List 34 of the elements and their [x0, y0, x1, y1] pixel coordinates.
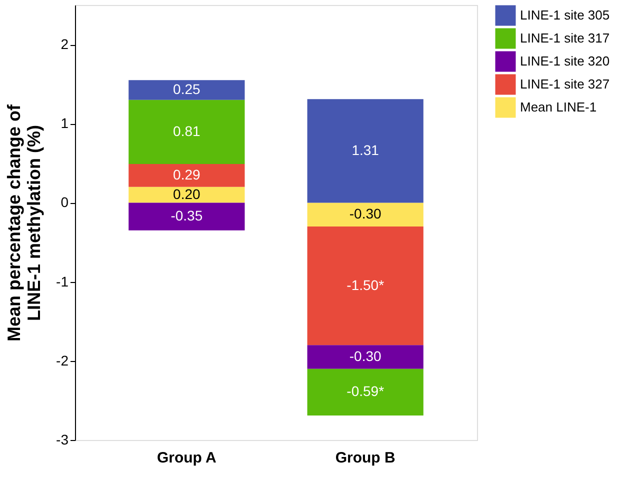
bar — [128, 186, 245, 203]
x-tick-label: Group A — [156, 450, 217, 466]
bar — [128, 80, 245, 100]
y-tick-label: 2 — [60, 36, 69, 52]
bar — [128, 100, 245, 164]
legend-label: LINE-1 site 305 — [520, 8, 610, 22]
y-tick-label: -3 — [56, 432, 69, 448]
bar — [307, 202, 424, 226]
y-tick-label: 1 — [60, 115, 69, 132]
bar — [307, 368, 424, 416]
legend-label: LINE-1 site 317 — [520, 30, 610, 46]
bar — [307, 226, 424, 346]
legend-label: Mean LINE-1 — [520, 100, 597, 114]
data-label: -0.30 — [349, 206, 382, 222]
legend-label: LINE-1 site 327 — [520, 76, 610, 92]
data-label: 1.31 — [352, 142, 380, 158]
x-tick-label: Group B — [335, 450, 396, 466]
bar — [128, 164, 245, 187]
data-label: 0.25 — [173, 81, 201, 98]
y-tick-label: -1 — [56, 273, 69, 290]
bar — [128, 202, 245, 230]
data-label: 0.81 — [173, 122, 201, 139]
data-label: -0.59* — [346, 383, 385, 400]
legend-label: LINE-1 site 320 — [520, 54, 610, 68]
data-label: 0.20 — [173, 186, 201, 202]
y-tick-label: 0 — [60, 194, 69, 210]
bar — [307, 345, 424, 369]
y-axis-title: Mean percentage change of LINE-1 methylation (%) — [4, 103, 44, 342]
data-label: -0.30 — [349, 348, 382, 364]
bar — [307, 99, 424, 203]
data-label: -0.35 — [170, 208, 203, 224]
data-label: 0.29 — [173, 166, 201, 182]
data-label: -1.50* — [346, 276, 385, 293]
y-tick-label: -2 — [56, 352, 69, 368]
